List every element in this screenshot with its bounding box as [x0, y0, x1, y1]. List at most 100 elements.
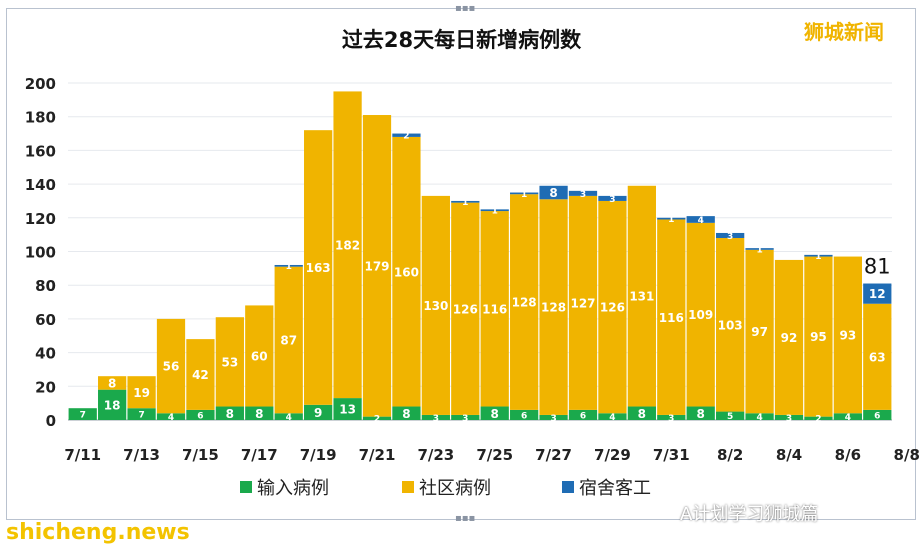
watermark-bottom-left: shicheng.news — [6, 520, 190, 545]
bar-segment — [156, 318, 186, 414]
data-label: 1 — [521, 190, 527, 200]
bar-segment — [539, 414, 568, 420]
bar-segment — [392, 406, 421, 420]
x-tick-label: 8/6 — [835, 446, 861, 464]
bar-segment — [480, 211, 509, 407]
bar-segment — [333, 398, 362, 420]
bar-segment — [598, 413, 627, 420]
x-tick-label: 7/31 — [653, 446, 690, 464]
data-label: 4 — [756, 413, 762, 423]
bar-segment — [274, 264, 303, 267]
bar-segment — [156, 413, 186, 420]
bar-segment — [421, 195, 450, 415]
y-tick-label: 80 — [35, 277, 56, 295]
bar-segment — [127, 408, 156, 420]
bar-segment — [304, 404, 333, 420]
data-label: 2 — [815, 415, 821, 425]
bar-segment — [274, 266, 303, 414]
data-label: 56 — [163, 360, 180, 374]
bar-segment — [686, 216, 715, 223]
data-label: 1 — [815, 252, 821, 262]
bar-segment — [186, 409, 215, 420]
bar-segment — [127, 376, 156, 409]
bar-segment — [627, 185, 656, 407]
data-label: 97 — [751, 325, 768, 339]
bar-segment — [421, 414, 450, 420]
data-label: 4 — [168, 413, 174, 423]
bar-segment — [451, 414, 480, 420]
bar-segment — [745, 248, 774, 250]
data-label: 1 — [492, 207, 498, 217]
data-label: 8 — [255, 407, 263, 421]
data-label: 130 — [423, 299, 448, 313]
data-label: 6 — [874, 411, 880, 421]
data-label: 1 — [668, 215, 674, 225]
data-label: 127 — [570, 296, 595, 310]
data-label: 3 — [550, 414, 556, 424]
bar-segment — [215, 406, 244, 420]
data-label: 2 — [374, 415, 380, 425]
data-label: 8 — [108, 376, 116, 390]
bar-segment — [568, 190, 598, 196]
legend-swatch — [562, 481, 574, 493]
resize-handle-top[interactable]: ▪▪▪ — [455, 3, 476, 14]
data-label: 42 — [192, 368, 209, 382]
bar-segment — [480, 209, 509, 212]
data-label: 87 — [280, 334, 297, 348]
bar-segment — [568, 195, 598, 410]
bar-segment — [392, 133, 421, 137]
y-tick-label: 120 — [25, 210, 56, 228]
bar-segment — [304, 130, 333, 405]
total-annotation: 81 — [864, 255, 891, 279]
bar-segment — [804, 254, 833, 257]
data-label: 18 — [104, 398, 121, 412]
data-label: 3 — [580, 190, 586, 200]
x-tick-label: 7/27 — [535, 446, 572, 464]
bar-segment — [362, 416, 392, 420]
legend: 输入病例 社区病例 宿舍客工 — [240, 478, 651, 499]
bar-segment — [598, 200, 627, 414]
data-label: 13 — [339, 403, 356, 417]
y-tick-label: 40 — [35, 345, 56, 363]
bar-segment — [716, 411, 745, 420]
data-label: 116 — [482, 302, 507, 316]
bar-segment — [568, 409, 598, 420]
data-label: 8 — [697, 407, 705, 421]
bar-segment — [627, 406, 656, 420]
bar-segment — [510, 192, 539, 195]
data-label: 6 — [197, 411, 203, 421]
bar-segment — [657, 414, 686, 420]
bar-segment — [333, 91, 362, 399]
resize-handle-bottom[interactable]: ▪▪▪ — [455, 513, 476, 524]
bar-segment — [833, 256, 862, 414]
data-label: 7 — [80, 411, 86, 421]
data-label: 3 — [786, 414, 792, 424]
data-label: 4 — [698, 216, 704, 226]
data-label: 126 — [600, 301, 625, 315]
bar-segment — [863, 283, 892, 304]
data-label: 19 — [133, 386, 150, 400]
data-label: 93 — [840, 328, 857, 342]
data-label: 8 — [226, 407, 234, 421]
data-label: 131 — [629, 290, 654, 304]
bar-segment — [833, 413, 862, 420]
y-tick-label: 60 — [35, 311, 56, 329]
watermark-bottom-right: A计划学习狮城篇 — [680, 504, 819, 525]
bar-segment — [716, 238, 745, 412]
data-label: 95 — [810, 330, 827, 344]
y-tick-label: 0 — [46, 412, 56, 430]
bar-segment — [510, 409, 539, 420]
data-label: 160 — [394, 265, 419, 279]
bar-segment — [362, 115, 392, 417]
bar-segment — [598, 195, 627, 201]
bar-segment — [274, 413, 303, 420]
y-tick-label: 160 — [25, 142, 56, 160]
bar-segment — [186, 339, 215, 410]
bar-segment — [745, 249, 774, 414]
data-label: 8 — [638, 407, 646, 421]
bar-segment — [245, 406, 274, 420]
bar-segment — [863, 409, 892, 420]
y-tick-label: 20 — [35, 378, 56, 396]
y-tick-label: 140 — [25, 176, 56, 194]
